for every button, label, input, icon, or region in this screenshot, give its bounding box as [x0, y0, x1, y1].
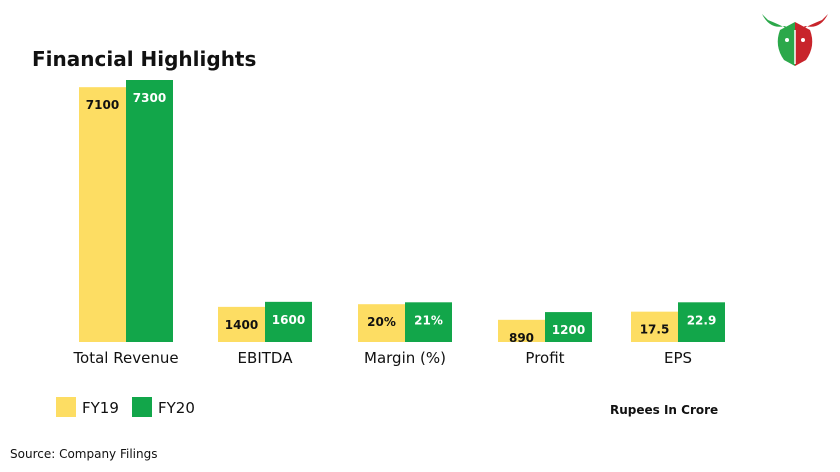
category-label-2: Margin (%) [364, 349, 446, 367]
bar-fy19-ebitda [218, 306, 265, 342]
bull-head-logo-icon [762, 14, 828, 66]
value-label-fy19-0: 7100 [86, 98, 119, 112]
bar-fy19-eps [631, 311, 678, 342]
value-label-fy19-4: 17.5 [640, 323, 670, 337]
bar-fy19-total-revenue [79, 87, 126, 342]
unit-note: Rupees In Crore [610, 403, 718, 417]
legend-swatch-fy19 [56, 397, 76, 417]
category-label-3: Profit [525, 349, 564, 367]
bar-fy20-eps [678, 302, 725, 342]
legend-swatch-fy20 [132, 397, 152, 417]
value-label-fy20-3: 1200 [552, 323, 585, 337]
value-label-fy20-2: 21% [414, 313, 443, 327]
value-label-fy19-2: 20% [367, 315, 396, 329]
value-labels-group: 7100 7300 1400 1600 20% 21% 890 1200 17.5 22.9 [86, 91, 717, 345]
value-label-fy19-1: 1400 [225, 318, 258, 332]
bar-fy20-profit [545, 312, 592, 342]
category-label-0: Total Revenue [72, 349, 178, 367]
value-label-fy20-1: 1600 [272, 313, 305, 327]
legend-label-fy20: FY20 [158, 399, 195, 417]
category-label-4: EPS [664, 349, 692, 367]
bar-fy20-ebitda [265, 301, 312, 342]
bar-fy19-profit [498, 319, 545, 342]
value-label-fy20-4: 22.9 [687, 313, 717, 327]
bar-fy20-total-revenue [126, 80, 173, 342]
legend-label-fy19: FY19 [82, 399, 119, 417]
bar-series-group [79, 80, 725, 342]
value-label-fy19-3: 890 [509, 331, 534, 345]
category-label-1: EBITDA [238, 349, 294, 367]
legend: FY19 FY20 [56, 397, 195, 417]
bar-fy20-margin [405, 302, 452, 342]
chart-title: Financial Highlights [32, 47, 256, 71]
bar-fy19-margin [358, 304, 405, 342]
category-labels-group: Total Revenue EBITDA Margin (%) Profit EPS [72, 349, 692, 367]
source-note: Source: Company Filings [10, 447, 157, 461]
value-label-fy20-0: 7300 [133, 91, 166, 105]
